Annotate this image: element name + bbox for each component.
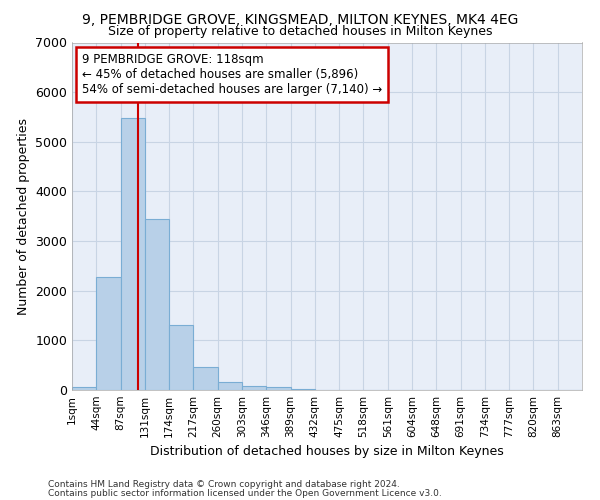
Bar	[121, 118, 145, 390]
Bar	[193, 367, 218, 390]
Text: Size of property relative to detached houses in Milton Keynes: Size of property relative to detached ho…	[108, 25, 492, 38]
Bar	[266, 388, 290, 390]
Y-axis label: Number of detached properties: Number of detached properties	[17, 118, 29, 315]
Text: Contains public sector information licensed under the Open Government Licence v3: Contains public sector information licen…	[48, 489, 442, 498]
Bar	[169, 325, 193, 390]
Bar	[96, 277, 121, 390]
Bar	[145, 218, 169, 390]
Bar	[290, 388, 315, 390]
Bar	[72, 386, 96, 390]
Text: 9, PEMBRIDGE GROVE, KINGSMEAD, MILTON KEYNES, MK4 4EG: 9, PEMBRIDGE GROVE, KINGSMEAD, MILTON KE…	[82, 12, 518, 26]
Bar	[218, 382, 242, 390]
X-axis label: Distribution of detached houses by size in Milton Keynes: Distribution of detached houses by size …	[150, 446, 504, 458]
Bar	[242, 386, 266, 390]
Text: Contains HM Land Registry data © Crown copyright and database right 2024.: Contains HM Land Registry data © Crown c…	[48, 480, 400, 489]
Text: 9 PEMBRIDGE GROVE: 118sqm
← 45% of detached houses are smaller (5,896)
54% of se: 9 PEMBRIDGE GROVE: 118sqm ← 45% of detac…	[82, 53, 382, 96]
